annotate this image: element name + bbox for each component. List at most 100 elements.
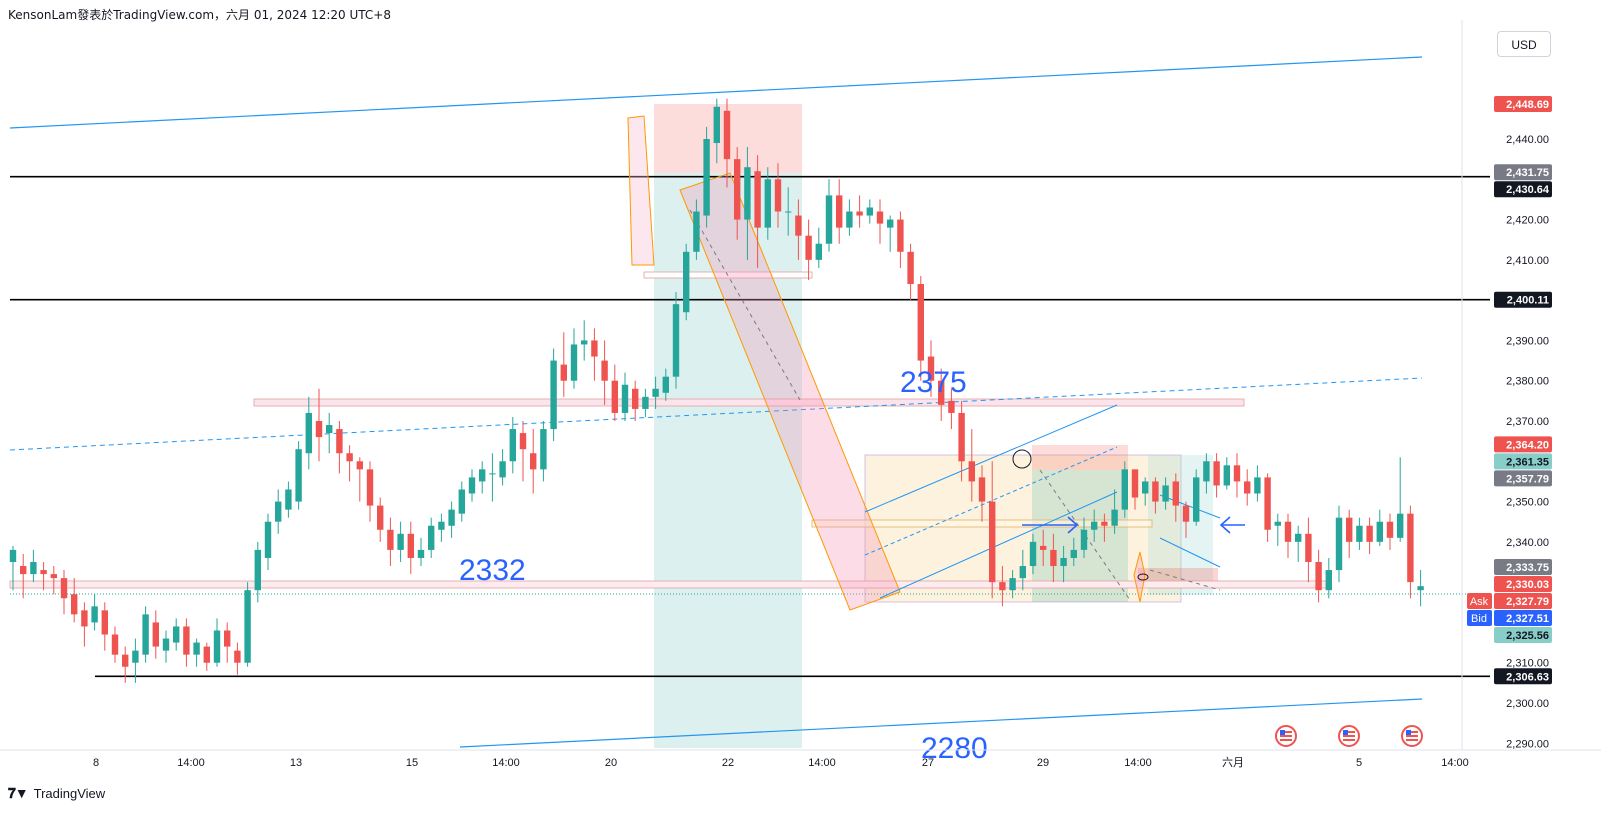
candle-body [1397, 513, 1404, 538]
candle-body [275, 501, 282, 522]
candle-body [1376, 521, 1383, 542]
small-channel-upper [864, 404, 1118, 513]
price-label-text: 2,448.69 [1506, 99, 1549, 111]
candle-body [366, 469, 374, 506]
candle-body [1121, 469, 1128, 510]
candle-body [856, 211, 863, 216]
candle-body [397, 533, 404, 550]
footer-brand[interactable]: 𝟕▼ TradingView [8, 785, 105, 802]
candle-body [1264, 477, 1271, 530]
candle-body [581, 340, 588, 345]
us-event-flag-icon[interactable] [1275, 725, 1297, 747]
candle-body [1040, 545, 1047, 550]
candle-body [326, 425, 333, 434]
footer-brand-label: TradingView [33, 786, 106, 801]
candle-body [764, 179, 771, 228]
candle-body [509, 429, 516, 462]
currency-selector-button[interactable]: USD [1497, 31, 1551, 57]
candle-body [1152, 481, 1159, 502]
candle-body [927, 356, 935, 381]
price-annotation-text: 2280 [921, 732, 988, 765]
candle-body [142, 614, 149, 655]
tradingview-logo-icon: 𝟕▼ [8, 785, 29, 801]
candle-body [662, 376, 669, 393]
candle-body [30, 562, 37, 575]
candle-body [1193, 477, 1200, 522]
candle-body [1325, 570, 1332, 591]
candle-body [162, 638, 170, 651]
candle-body [805, 235, 812, 260]
y-tick-label: 2,310.00 [1506, 658, 1549, 670]
candle-body [723, 110, 731, 160]
x-tick-label: 29 [1037, 757, 1049, 769]
candle-body [1244, 481, 1251, 494]
candle-body [1111, 509, 1118, 526]
us-event-flag-icon[interactable] [1401, 725, 1423, 747]
x-tick-label: 14:00 [1124, 757, 1152, 769]
price-tag-text: Bid [1471, 613, 1487, 625]
price-label-text: 2,333.75 [1506, 562, 1549, 574]
candle-body [672, 304, 680, 377]
arrow-right-icon [1067, 516, 1079, 534]
us-event-flag-icon[interactable] [1338, 725, 1360, 747]
x-tick-label: 14:00 [492, 757, 520, 769]
candle-body [693, 211, 700, 252]
candle-body [1182, 505, 1190, 522]
candle-body [438, 521, 445, 530]
candle-body [560, 364, 567, 381]
price-label: 2,327.79 Ask [1467, 593, 1552, 610]
price-label: 2,333.75 [1494, 559, 1552, 576]
candle-body [989, 501, 996, 583]
candle-body [795, 215, 802, 236]
candle-body [101, 610, 108, 635]
candle-body [417, 549, 425, 558]
price-label-bg [1494, 610, 1552, 627]
candle-body [785, 211, 792, 213]
price-label-text: 2,364.20 [1506, 439, 1549, 451]
candle-body [315, 421, 323, 438]
x-tick-label: 8 [93, 757, 99, 769]
price-label-bg [1494, 453, 1552, 470]
target-zone-teal-3 [1148, 455, 1213, 595]
y-tick-label: 2,440.00 [1506, 134, 1549, 146]
x-tick-label: 5 [1356, 757, 1362, 769]
candle-body [448, 509, 455, 526]
stop-zone-red-2 [1032, 445, 1128, 470]
candle-body [285, 489, 292, 510]
candle-body [683, 251, 690, 313]
price-label-bg [1494, 95, 1552, 112]
price-tag-bg [1467, 593, 1492, 610]
candle-body [611, 380, 618, 413]
candle-body [346, 453, 353, 462]
flag-shape-2 [1133, 551, 1146, 603]
x-tick-label: 27 [922, 757, 934, 769]
candle-body [1131, 469, 1139, 498]
candle-body [356, 461, 363, 470]
price-label-text: 2,325.56 [1506, 630, 1549, 642]
candle-body [703, 139, 710, 216]
candle-body [1407, 513, 1414, 583]
candle-body [876, 211, 884, 224]
candle-body [948, 400, 955, 413]
candle-body [468, 477, 476, 494]
candle-body [897, 219, 904, 252]
candle-body [387, 529, 394, 550]
price-tag-text: Ask [1470, 596, 1489, 608]
candle-body [836, 195, 843, 228]
upper-channel-line [9, 56, 1423, 129]
x-tick-label: 六月 [1222, 756, 1244, 769]
candle-body [1142, 481, 1149, 494]
price-label-text: 2,431.75 [1506, 167, 1549, 179]
price-label-bg [1494, 668, 1552, 685]
candle-body [734, 159, 741, 220]
candle-body [173, 626, 180, 643]
candle-body [81, 610, 88, 627]
price-label-bg [1494, 436, 1552, 453]
candle-body [652, 388, 659, 397]
x-tick-label: 14:00 [808, 757, 836, 769]
candle-body [1386, 521, 1394, 538]
y-tick-label: 2,350.00 [1506, 497, 1549, 509]
y-tick-label: 2,340.00 [1506, 537, 1549, 549]
price-label-bg [1494, 470, 1552, 487]
